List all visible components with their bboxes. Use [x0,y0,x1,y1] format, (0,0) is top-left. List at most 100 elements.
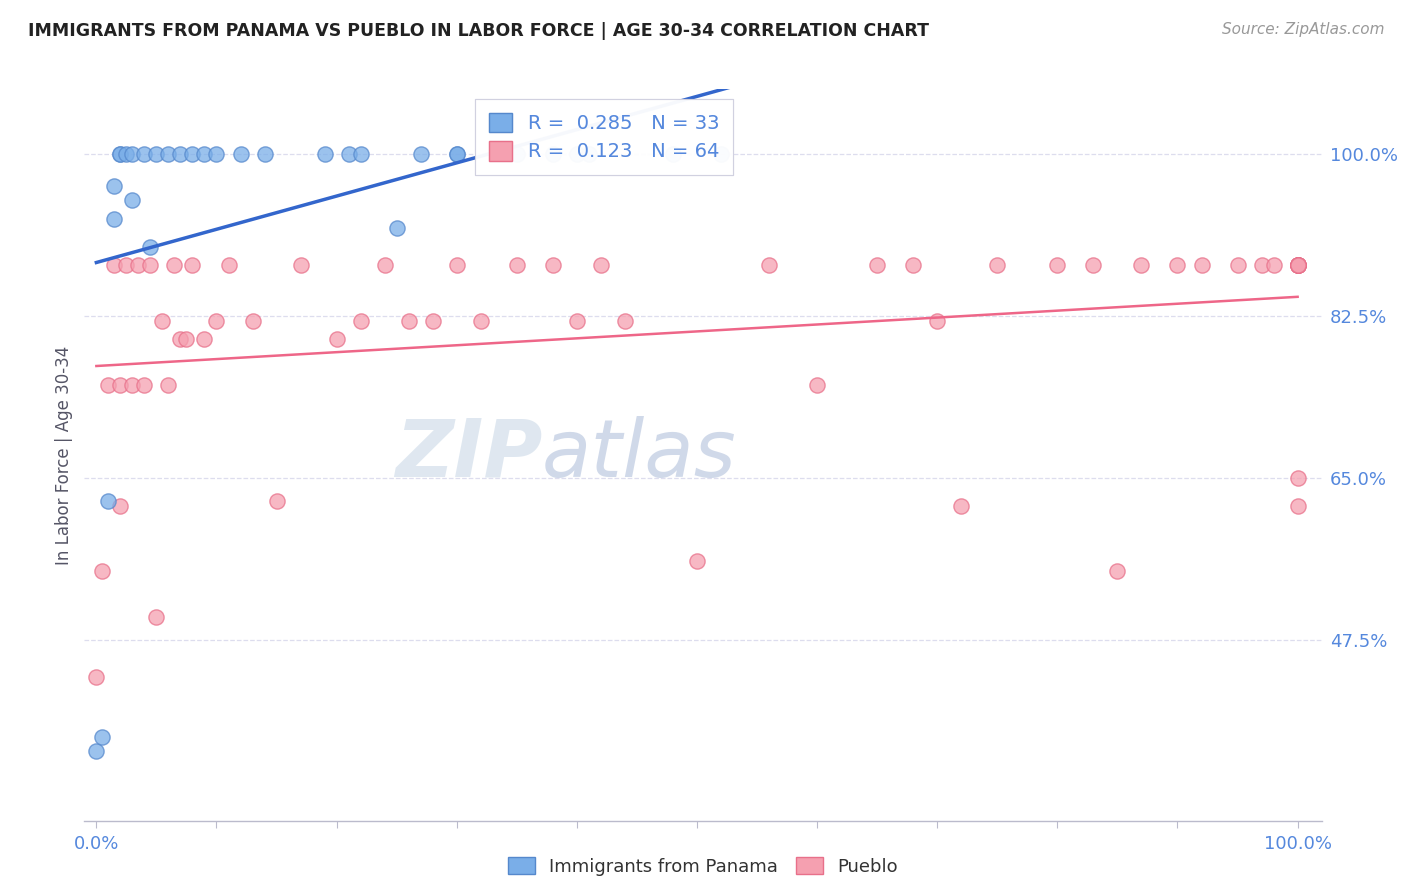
Point [758,258,780,272]
Point [398,313,420,327]
Point [866,258,889,272]
Point [86,670,108,684]
Point [121,194,143,208]
Point [1286,258,1309,272]
Point [1166,258,1188,272]
Point [145,610,167,624]
Point [1191,258,1213,272]
Point [950,499,973,513]
Text: atlas: atlas [543,416,737,494]
Point [506,258,529,272]
Point [1083,258,1105,272]
Point [169,332,191,346]
Point [110,378,132,392]
Point [1286,258,1309,272]
Point [1130,258,1153,272]
Point [139,239,162,253]
Point [903,258,925,272]
Point [97,494,120,508]
Point [578,147,600,161]
Point [446,147,468,161]
Point [710,147,733,161]
Point [374,258,396,272]
Point [127,258,149,272]
Point [266,494,288,508]
Point [541,258,564,272]
Point [613,313,636,327]
Y-axis label: In Labor Force | Age 30-34: In Labor Force | Age 30-34 [55,345,73,565]
Point [115,258,138,272]
Point [176,332,198,346]
Point [157,147,180,161]
Point [350,147,373,161]
Point [163,258,186,272]
Point [314,147,336,161]
Point [110,147,132,161]
Point [1286,258,1309,272]
Point [193,147,215,161]
Point [1286,258,1309,272]
Point [565,313,588,327]
Text: IMMIGRANTS FROM PANAMA VS PUEBLO IN LABOR FORCE | AGE 30-34 CORRELATION CHART: IMMIGRANTS FROM PANAMA VS PUEBLO IN LABO… [28,22,929,40]
Point [121,378,143,392]
Point [1286,258,1309,272]
Point [446,258,468,272]
Point [337,147,360,161]
Text: ZIP: ZIP [395,416,543,494]
Point [589,258,612,272]
Point [1226,258,1249,272]
Point [91,731,114,745]
Point [115,147,138,161]
Point [1286,258,1309,272]
Point [927,313,949,327]
Point [103,258,125,272]
Point [1286,258,1309,272]
Point [325,332,347,346]
Point [205,147,228,161]
Point [806,378,828,392]
Point [986,258,1008,272]
Point [242,313,264,327]
Point [121,147,143,161]
Text: Source: ZipAtlas.com: Source: ZipAtlas.com [1222,22,1385,37]
Point [134,378,156,392]
Point [157,378,180,392]
Legend: R =  0.285   N = 33, R =  0.123   N = 64: R = 0.285 N = 33, R = 0.123 N = 64 [475,99,733,175]
Point [506,147,529,161]
Point [134,147,156,161]
Point [193,332,215,346]
Point [1250,258,1272,272]
Point [1263,258,1285,272]
Point [229,147,252,161]
Point [565,147,588,161]
Point [205,313,228,327]
Point [253,147,276,161]
Point [290,258,312,272]
Point [446,147,468,161]
Legend: Immigrants from Panama, Pueblo: Immigrants from Panama, Pueblo [501,850,905,883]
Point [1107,564,1129,578]
Point [139,258,162,272]
Point [110,499,132,513]
Point [385,221,408,235]
Point [662,147,685,161]
Point [470,313,492,327]
Point [91,564,114,578]
Point [181,258,204,272]
Point [103,179,125,194]
Point [541,147,564,161]
Point [422,313,444,327]
Point [409,147,432,161]
Point [1046,258,1069,272]
Point [97,378,120,392]
Point [1286,499,1309,513]
Point [350,313,373,327]
Point [181,147,204,161]
Point [1286,258,1309,272]
Point [1286,471,1309,485]
Point [218,258,240,272]
Point [686,554,709,568]
Point [103,211,125,226]
Point [152,313,174,327]
Point [145,147,167,161]
